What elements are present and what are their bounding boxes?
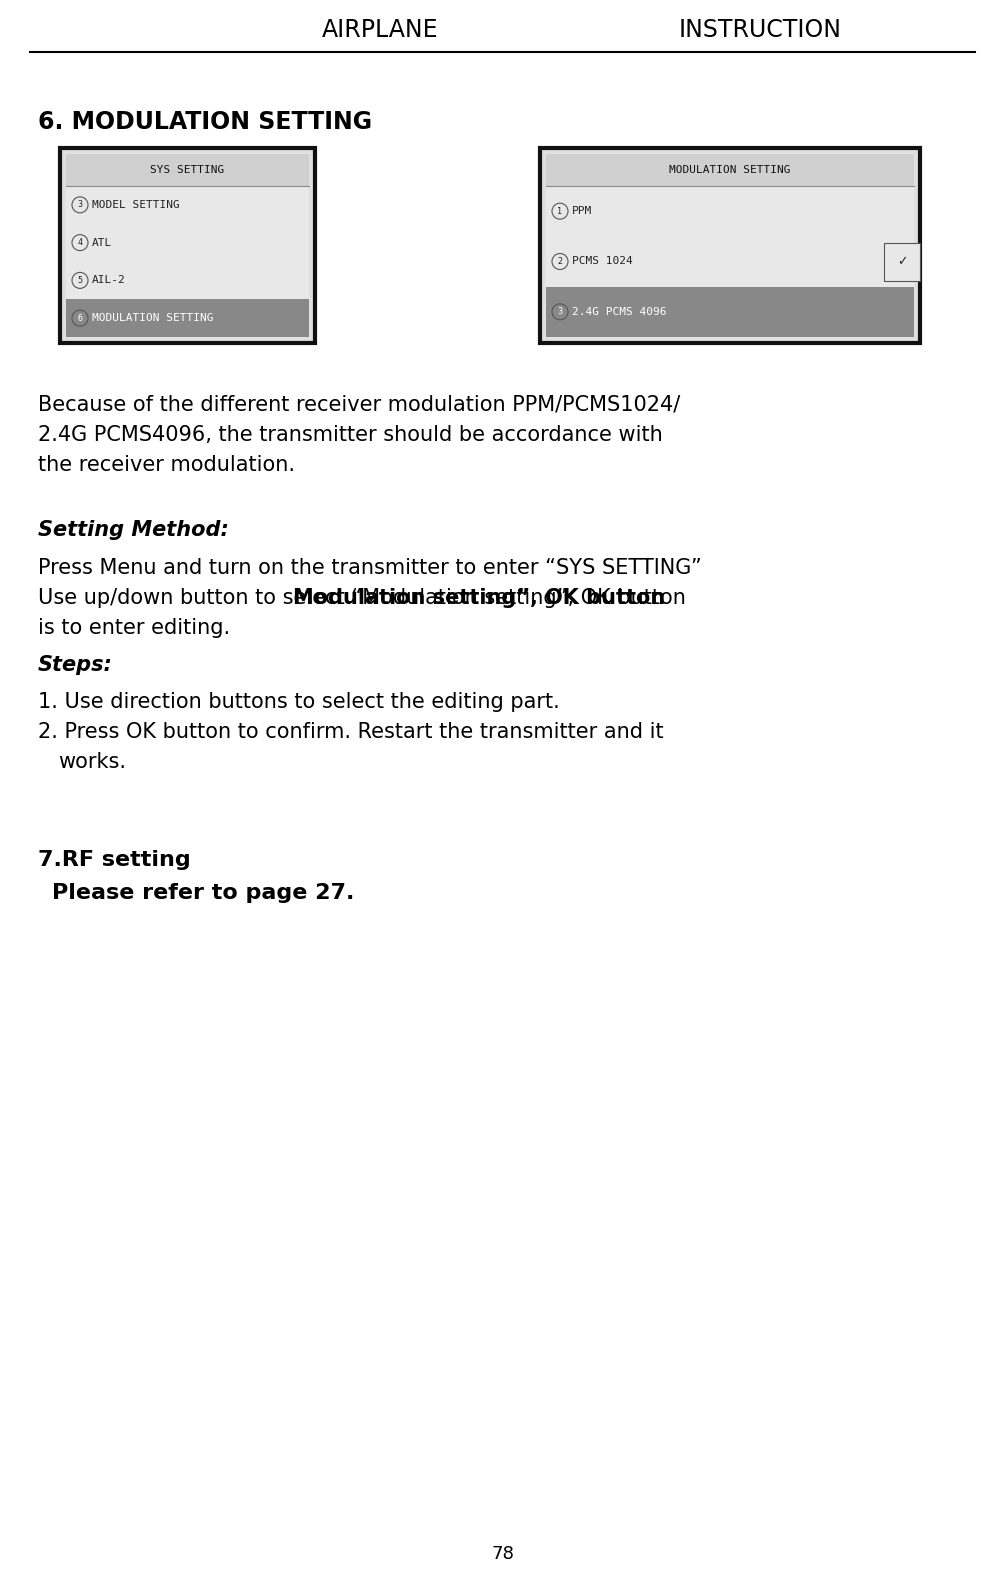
Text: INSTRUCTION: INSTRUCTION xyxy=(678,17,841,42)
Text: MODULATION SETTING: MODULATION SETTING xyxy=(669,165,791,175)
Bar xyxy=(546,154,914,186)
Text: 6: 6 xyxy=(77,313,82,323)
Text: Because of the different receiver modulation PPM/PCMS1024/: Because of the different receiver modula… xyxy=(38,395,680,416)
Text: the receiver modulation.: the receiver modulation. xyxy=(38,455,295,475)
Text: 5: 5 xyxy=(77,275,82,285)
Text: MODULATION SETTING: MODULATION SETTING xyxy=(92,313,213,323)
Text: works.: works. xyxy=(58,752,126,771)
Text: Setting Method:: Setting Method: xyxy=(38,519,229,540)
Text: AIL-2: AIL-2 xyxy=(92,275,126,285)
Bar xyxy=(66,299,309,337)
Text: Use up/down button to select “Modulation setting”, OK button: Use up/down button to select “Modulation… xyxy=(38,589,685,608)
Text: 2: 2 xyxy=(558,257,563,266)
Text: PPM: PPM xyxy=(572,206,592,216)
Bar xyxy=(546,286,914,337)
Text: 3: 3 xyxy=(77,200,82,209)
Text: MODEL SETTING: MODEL SETTING xyxy=(92,200,180,209)
Text: Press Menu and turn on the transmitter to enter “SYS SETTING”: Press Menu and turn on the transmitter t… xyxy=(38,559,701,578)
Text: 2. Press OK button to confirm. Restart the transmitter and it: 2. Press OK button to confirm. Restart t… xyxy=(38,722,663,741)
Bar xyxy=(66,154,309,186)
Text: SYS SETTING: SYS SETTING xyxy=(151,165,225,175)
Text: PCMS 1024: PCMS 1024 xyxy=(572,257,633,266)
Bar xyxy=(540,148,920,343)
Bar xyxy=(546,154,914,337)
Text: 78: 78 xyxy=(491,1546,514,1563)
Bar xyxy=(66,154,309,337)
Text: Modulation setting”, OK button: Modulation setting”, OK button xyxy=(293,589,665,608)
Text: Steps:: Steps: xyxy=(38,655,113,675)
Text: 1: 1 xyxy=(558,206,563,216)
Text: 7.RF setting: 7.RF setting xyxy=(38,850,191,870)
Text: 2.4G PCMS 4096: 2.4G PCMS 4096 xyxy=(572,307,666,316)
Text: 1. Use direction buttons to select the editing part.: 1. Use direction buttons to select the e… xyxy=(38,693,560,711)
Text: ATL: ATL xyxy=(92,238,113,247)
Text: ✓: ✓ xyxy=(896,255,908,268)
Text: 4: 4 xyxy=(77,238,82,247)
Text: 2.4G PCMS4096, the transmitter should be accordance with: 2.4G PCMS4096, the transmitter should be… xyxy=(38,425,662,445)
Bar xyxy=(60,148,315,343)
Text: 6. MODULATION SETTING: 6. MODULATION SETTING xyxy=(38,110,372,134)
Text: 3: 3 xyxy=(558,307,563,316)
Text: Please refer to page 27.: Please refer to page 27. xyxy=(52,883,355,903)
Text: AIRPLANE: AIRPLANE xyxy=(322,17,438,42)
Text: is to enter editing.: is to enter editing. xyxy=(38,619,230,637)
